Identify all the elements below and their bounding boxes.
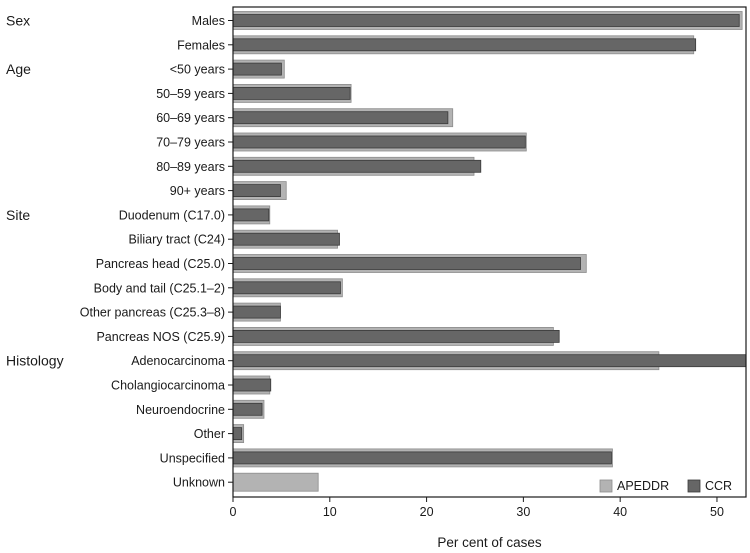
bar-ccr — [232, 14, 740, 27]
category-label: Cholangiocarcinoma — [111, 379, 225, 393]
category-label: Pancreas head (C25.0) — [96, 257, 225, 271]
category-label: 60–69 years — [156, 111, 225, 125]
category-label: 90+ years — [170, 184, 225, 198]
category-label: Neuroendocrine — [136, 403, 225, 417]
bar-ccr — [232, 111, 449, 125]
bar-ccr — [232, 451, 612, 465]
bar-ccr — [232, 232, 340, 246]
bar-ccr — [232, 257, 581, 270]
group-label-site: Site — [6, 207, 30, 223]
bar-ccr — [232, 184, 281, 198]
bar-ccr — [232, 159, 482, 173]
category-label: Other pancreas (C25.3–8) — [80, 306, 225, 320]
group-label-histology: Histology — [6, 353, 64, 369]
category-label: <50 years — [170, 63, 225, 77]
group-label-age: Age — [6, 61, 31, 77]
category-label: Biliary tract (C24) — [128, 233, 225, 247]
bar-ccr — [232, 62, 282, 76]
bar-ccr — [232, 135, 526, 149]
x-tick-label: 20 — [420, 505, 434, 519]
x-tick-label: 0 — [230, 505, 237, 519]
category-label: Pancreas NOS (C25.9) — [96, 330, 225, 344]
category-label: Adenocarcinoma — [131, 354, 225, 368]
group-label-sex: Sex — [6, 13, 30, 29]
x-tick-label: 30 — [516, 505, 530, 519]
category-label: Body and tail (C25.1–2) — [94, 281, 225, 295]
category-label: Females — [177, 38, 225, 52]
legend-label-apeddr: APEDDR — [617, 479, 669, 493]
category-label: 70–79 years — [156, 136, 225, 150]
bar-ccr — [232, 427, 243, 441]
category-label: 80–89 years — [156, 160, 225, 174]
bar-apeddr — [232, 472, 319, 492]
category-label: Duodenum (C17.0) — [119, 208, 225, 222]
bar-ccr — [232, 329, 560, 343]
bar-ccr — [232, 281, 341, 295]
x-tick-label: 50 — [710, 505, 724, 519]
plot-frame — [232, 6, 747, 498]
x-tick-label: 10 — [323, 505, 337, 519]
bar-ccr — [232, 402, 263, 416]
bar-ccr — [232, 354, 747, 368]
category-label: Unknown — [173, 476, 225, 490]
legend-swatch-apeddr — [599, 479, 613, 493]
x-tick-label: 40 — [613, 505, 627, 519]
bar-ccr — [232, 38, 697, 52]
category-label: Unspecified — [160, 451, 225, 465]
bar-ccr — [232, 208, 270, 222]
category-label: Other — [194, 427, 225, 441]
category-label: Males — [192, 14, 225, 28]
category-label: 50–59 years — [156, 87, 225, 101]
bar-ccr — [232, 305, 281, 319]
legend-swatch-ccr — [687, 479, 701, 493]
legend-label-ccr: CCR — [705, 479, 732, 493]
bar-ccr — [232, 87, 351, 100]
bar-ccr — [232, 378, 272, 392]
x-axis-title: Per cent of cases — [437, 535, 542, 550]
